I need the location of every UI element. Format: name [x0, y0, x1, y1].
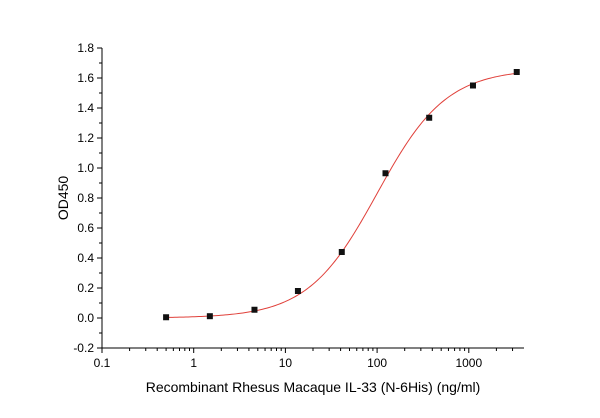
data-point — [426, 114, 433, 121]
data-point — [294, 288, 301, 294]
x-axis-title: Recombinant Rhesus Macaque IL-33 (N-6His… — [146, 379, 481, 395]
x-tick-label: 1000 — [455, 356, 482, 370]
x-tick-label: 1 — [190, 356, 197, 370]
y-tick-label: 0.4 — [77, 251, 94, 265]
y-tick-label: 1.0 — [77, 161, 94, 175]
data-point — [513, 69, 520, 75]
data-point — [338, 249, 345, 255]
ticks: -0.2 0.0 0.2 0.4 0.6 0.8 1.0 1.2 1.4 1.6 1.8 0.1 1 10… — [73, 41, 514, 370]
x-tick-label: 0.1 — [94, 356, 111, 370]
y-tick-label: 0.8 — [77, 191, 94, 205]
y-tick-label: -0.2 — [73, 341, 94, 355]
y-axis-title: OD450 — [55, 176, 71, 221]
y-tick-label: 1.6 — [77, 71, 94, 85]
y-tick-label: 0.6 — [77, 221, 94, 235]
y-tick-label: 0.0 — [77, 311, 94, 325]
fit-curve — [166, 72, 517, 318]
data-point — [382, 170, 389, 177]
axes — [101, 48, 524, 349]
data-points — [163, 69, 520, 321]
data-point — [251, 306, 258, 313]
x-tick-label: 100 — [367, 356, 387, 370]
data-point — [163, 314, 170, 321]
x-tick-label: 10 — [279, 356, 293, 370]
data-point — [469, 82, 476, 89]
data-point — [206, 313, 213, 320]
y-tick-label: 1.8 — [77, 41, 94, 55]
y-tick-label: 1.4 — [77, 101, 94, 115]
y-tick-label: 1.2 — [77, 131, 94, 145]
y-tick-label: 0.2 — [77, 281, 94, 295]
